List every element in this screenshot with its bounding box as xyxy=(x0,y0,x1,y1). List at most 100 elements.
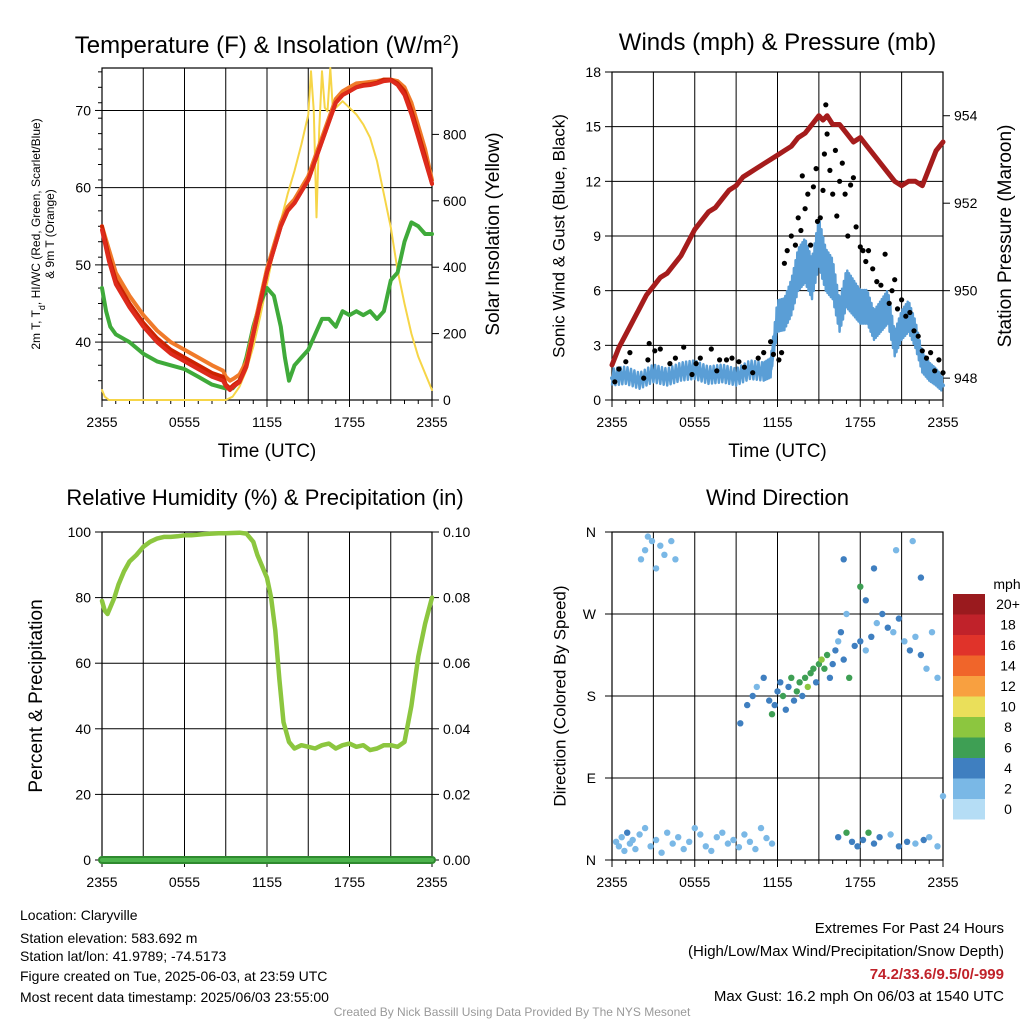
direction-point xyxy=(799,692,806,700)
direction-point xyxy=(843,610,850,618)
direction-point xyxy=(793,688,800,695)
winds-x-tick-label: 2355 xyxy=(596,414,627,430)
direction-point xyxy=(892,547,900,554)
direction-point xyxy=(939,793,947,800)
winds-gust-point xyxy=(814,218,821,224)
direction-point xyxy=(768,840,776,847)
extremes-subtitle: (High/Low/Max Wind/Precipitation/Snow De… xyxy=(688,943,1004,960)
speed-legend-swatch xyxy=(953,696,985,717)
direction-y-tick-label: N xyxy=(586,852,596,868)
direction-point xyxy=(848,838,856,845)
humidity-y-label: Percent & Precipitation xyxy=(26,599,47,792)
winds-gust-point xyxy=(717,357,723,363)
winds-y2-tick-label: 952 xyxy=(954,195,978,211)
speed-legend-label: 20+ xyxy=(996,596,1020,612)
direction-point xyxy=(895,615,903,622)
direction-point xyxy=(624,829,631,836)
winds-y-tick-label: 3 xyxy=(593,337,601,353)
winds-gust-point xyxy=(788,233,794,239)
direction-point xyxy=(879,610,886,618)
temperature-x-tick-label: 0555 xyxy=(169,414,200,430)
winds-y2-tick-label: 950 xyxy=(954,283,978,299)
direction-point xyxy=(862,647,869,654)
figure-created: Figure created on Tue, 2025-06-03, at 23… xyxy=(20,968,328,984)
winds-x-tick-label: 0555 xyxy=(679,414,710,430)
winds-title: Winds (mph) & Pressure (mb) xyxy=(619,29,936,56)
direction-point xyxy=(870,840,878,847)
winds-gust-point xyxy=(646,340,652,347)
direction-point xyxy=(790,697,798,704)
recent-timestamp: Most recent data timestamp: 2025/06/03 2… xyxy=(20,989,329,1005)
winds-gust-point xyxy=(850,175,857,181)
location-label: Location: Claryville xyxy=(20,907,138,923)
direction-point xyxy=(890,629,897,636)
speed-legend-label: 16 xyxy=(1000,637,1016,653)
winds-gust-point xyxy=(886,300,892,306)
winds-gust-point xyxy=(936,357,942,363)
direction-point xyxy=(752,845,759,853)
direction-point xyxy=(785,683,792,691)
winds-gust-point xyxy=(827,167,833,173)
temperature-panel: 2355 0555 1155 1755 2355 40 50 60 70 0 200 400 600 80… xyxy=(75,67,467,430)
winds-y2-tick-label: 954 xyxy=(954,108,978,124)
speed-legend-title: mph xyxy=(993,576,1020,592)
winds-gust-point xyxy=(723,357,730,363)
winds-gust-point xyxy=(899,297,905,303)
direction-x-tick-label: 0555 xyxy=(679,874,710,890)
direction-point xyxy=(923,665,930,672)
extremes-title: Extremes For Past 24 Hours xyxy=(814,920,1004,937)
winds-gust-point xyxy=(837,178,843,184)
direction-point xyxy=(777,679,784,686)
humidity-x-tick-label: 2355 xyxy=(86,874,117,890)
winds-gust-point xyxy=(830,191,836,197)
direction-point xyxy=(928,629,936,636)
winds-gust-point xyxy=(889,288,895,294)
winds-gust-point xyxy=(842,191,848,197)
winds-gust-point xyxy=(817,215,823,221)
direction-point xyxy=(641,824,649,832)
direction-x-tick-label: 2355 xyxy=(927,874,958,890)
winds-gust-point xyxy=(641,375,647,381)
direction-point xyxy=(636,831,643,838)
direction-point xyxy=(708,847,715,855)
direction-point xyxy=(644,533,652,540)
direction-point xyxy=(823,651,831,659)
direction-point xyxy=(903,838,911,845)
speed-legend-label: 0 xyxy=(1004,801,1012,817)
temperature-y2-tick-label: 600 xyxy=(443,193,467,209)
direction-point xyxy=(615,843,623,850)
winds-y-tick-label: 9 xyxy=(593,228,601,244)
winds-gust-point xyxy=(853,224,859,230)
direction-point xyxy=(804,683,811,691)
direction-point xyxy=(884,624,891,631)
direction-point xyxy=(724,840,732,847)
humidity-y-tick-label: 40 xyxy=(75,721,91,737)
direction-point xyxy=(920,836,927,844)
winds-gust-point xyxy=(870,266,876,272)
speed-legend-label: 12 xyxy=(1000,678,1016,694)
direction-point xyxy=(680,845,687,853)
winds-gust-point xyxy=(612,379,618,385)
winds-y-tick-label: 6 xyxy=(593,283,601,299)
winds-gust-point xyxy=(882,251,888,257)
temperature-y2-tick-label: 0 xyxy=(443,392,451,408)
temperature-title: Temperature (F) & Insolation (W/m2) xyxy=(75,32,459,60)
winds-gust-point xyxy=(923,355,930,361)
winds-gust-point xyxy=(784,248,790,254)
winds-gust-point xyxy=(878,282,884,288)
direction-point xyxy=(774,688,781,695)
extremes-values: 74.2/33.6/9.5/0/-999 xyxy=(869,966,1004,983)
direction-point xyxy=(641,547,649,554)
direction-point xyxy=(857,638,864,645)
winds-gust-point xyxy=(820,187,826,193)
direction-y-tick-label: W xyxy=(583,606,597,622)
direction-point xyxy=(735,844,743,851)
direction-point xyxy=(652,836,660,844)
direction-point xyxy=(843,829,850,836)
direction-point xyxy=(851,642,858,650)
direction-point xyxy=(648,537,656,545)
temperature-y-tick-label: 70 xyxy=(75,102,91,118)
direction-point xyxy=(837,629,845,636)
winds-gust-point xyxy=(681,344,687,350)
